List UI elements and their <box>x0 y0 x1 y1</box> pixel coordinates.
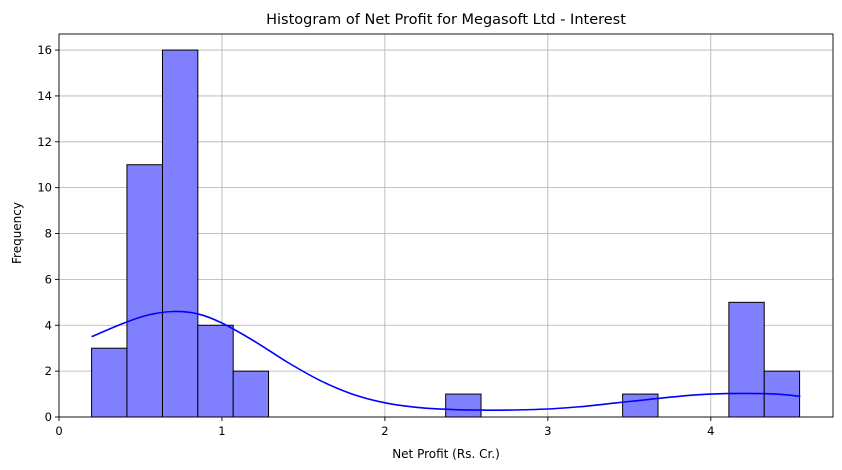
y-tick-label: 16 <box>37 43 52 57</box>
y-tick-label: 12 <box>37 135 52 149</box>
x-tick-label: 4 <box>707 424 714 438</box>
kde-curve <box>91 310 801 412</box>
y-tick-label: 14 <box>37 89 52 103</box>
y-axis-ticks: 0 2 4 6 8 10 12 14 16 <box>37 43 59 424</box>
y-tick-label: 8 <box>45 227 52 241</box>
y-tick-label: 6 <box>45 272 52 286</box>
histogram-bar <box>161 49 199 418</box>
histogram-bars <box>91 49 801 418</box>
histogram-bar <box>728 301 765 418</box>
x-tick-label: 3 <box>544 424 551 438</box>
histogram-bar <box>126 164 163 418</box>
histogram-bar <box>445 393 482 418</box>
y-tick-label: 4 <box>45 318 52 332</box>
histogram-bar <box>197 324 234 418</box>
y-tick-label: 0 <box>45 410 52 424</box>
x-tick-label: 0 <box>55 424 62 438</box>
chart-title: Histogram of Net Profit for Megasoft Ltd… <box>266 12 626 28</box>
y-axis-label: Frequency <box>10 202 24 264</box>
y-tick-label: 2 <box>45 364 52 378</box>
x-axis-ticks: 0 1 2 3 4 <box>55 417 714 438</box>
histogram-bar <box>232 370 270 418</box>
y-tick-label: 10 <box>37 181 52 195</box>
histogram-bar <box>622 393 659 418</box>
histogram-bar <box>91 347 128 418</box>
x-tick-label: 1 <box>218 424 225 438</box>
plot-frame <box>58 33 834 418</box>
x-tick-label: 2 <box>381 424 388 438</box>
x-axis-label: Net Profit (Rs. Cr.) <box>392 447 500 461</box>
